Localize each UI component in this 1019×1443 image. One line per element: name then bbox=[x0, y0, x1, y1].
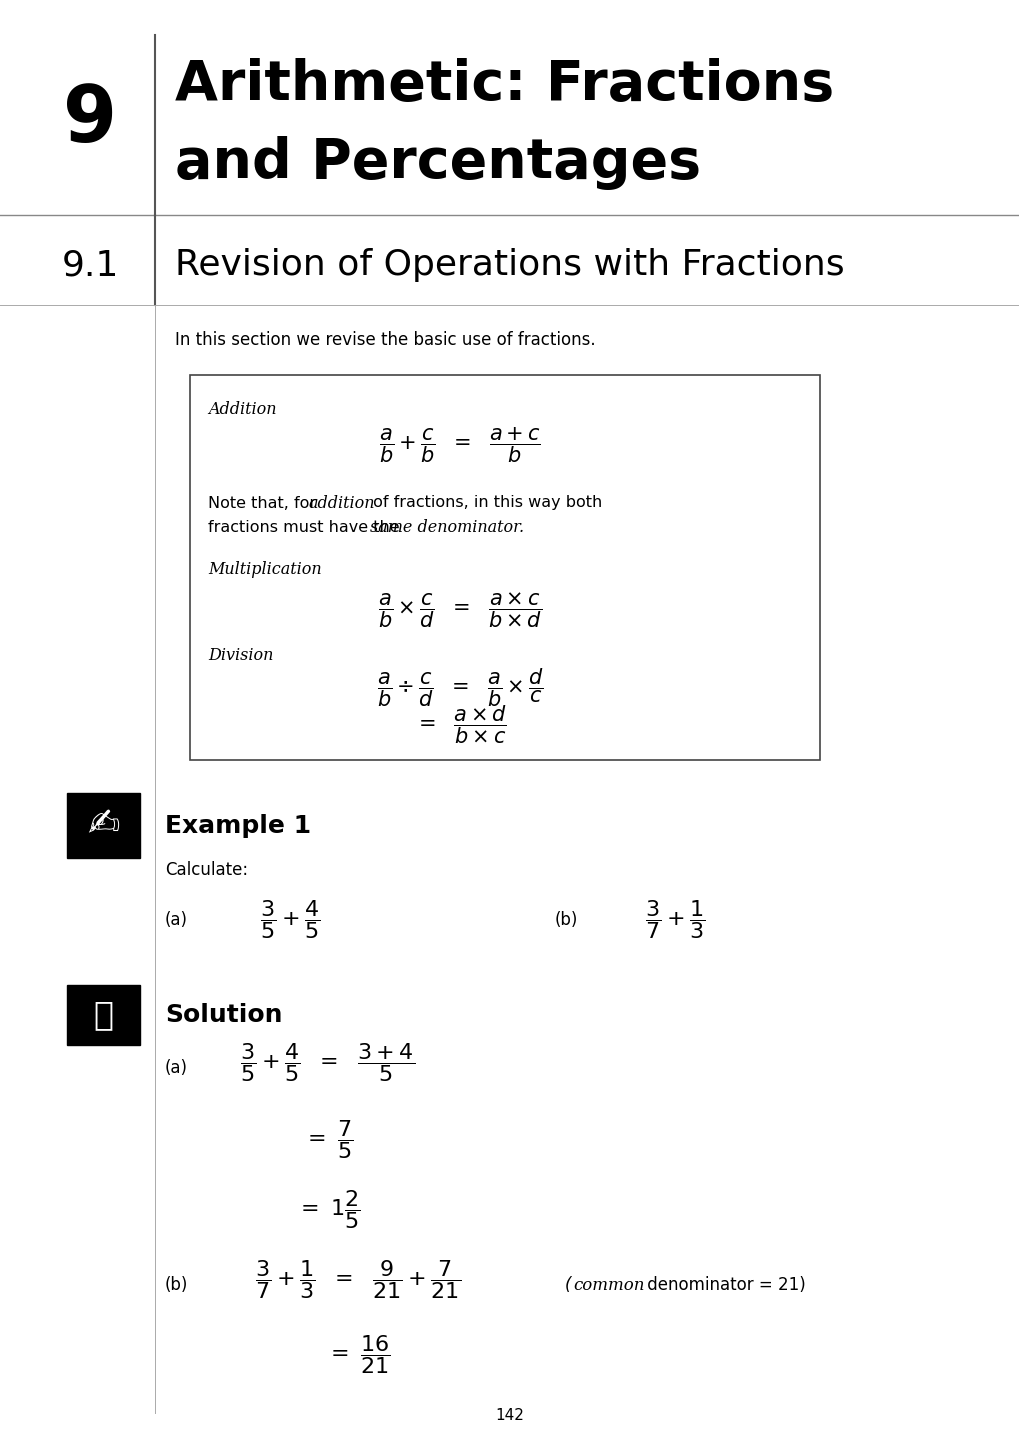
Text: $\dfrac{a}{b} \times \dfrac{c}{d}\ \ =\ \ \dfrac{a \times c}{b \times d}$: $\dfrac{a}{b} \times \dfrac{c}{d}\ \ =\ … bbox=[377, 590, 542, 629]
Text: Calculate:: Calculate: bbox=[165, 861, 248, 879]
Text: and Percentages: and Percentages bbox=[175, 136, 700, 190]
Text: addition: addition bbox=[308, 495, 374, 511]
Text: (a): (a) bbox=[165, 1059, 187, 1076]
Text: $=\ \dfrac{16}{21}$: $=\ \dfrac{16}{21}$ bbox=[325, 1333, 390, 1377]
Text: $\dfrac{3}{5} + \dfrac{4}{5}$: $\dfrac{3}{5} + \dfrac{4}{5}$ bbox=[260, 899, 320, 941]
Text: fractions must have the: fractions must have the bbox=[208, 519, 405, 534]
Text: Note that, for: Note that, for bbox=[208, 495, 321, 511]
Text: 9: 9 bbox=[63, 82, 117, 157]
Text: Revision of Operations with Fractions: Revision of Operations with Fractions bbox=[175, 248, 844, 281]
Text: $\dfrac{a}{b} + \dfrac{c}{b}\ \ =\ \ \dfrac{a+c}{b}$: $\dfrac{a}{b} + \dfrac{c}{b}\ \ =\ \ \df… bbox=[379, 426, 540, 465]
Text: (: ( bbox=[565, 1276, 571, 1294]
Text: same denominator.: same denominator. bbox=[370, 518, 524, 535]
Text: (a): (a) bbox=[165, 911, 187, 929]
Text: common: common bbox=[573, 1277, 644, 1293]
Text: (b): (b) bbox=[554, 911, 578, 929]
Text: Addition: Addition bbox=[208, 401, 276, 418]
Text: $=\ \dfrac{7}{5}$: $=\ \dfrac{7}{5}$ bbox=[303, 1118, 353, 1162]
Text: Solution: Solution bbox=[165, 1003, 282, 1027]
Text: of fractions, in this way both: of fractions, in this way both bbox=[368, 495, 601, 511]
Text: 9.1: 9.1 bbox=[61, 248, 118, 281]
Text: $=\ \ \dfrac{a \times d}{b \times c}$: $=\ \ \dfrac{a \times d}{b \times c}$ bbox=[413, 704, 506, 746]
Text: 👍: 👍 bbox=[94, 999, 113, 1032]
Text: denominator = 21): denominator = 21) bbox=[641, 1276, 805, 1294]
Text: $\dfrac{3}{7} + \dfrac{1}{3}\ \ =\ \ \dfrac{9}{21} + \dfrac{7}{21}$: $\dfrac{3}{7} + \dfrac{1}{3}\ \ =\ \ \df… bbox=[255, 1258, 461, 1302]
Bar bbox=[190, 375, 819, 760]
Bar bbox=[67, 986, 140, 1045]
Text: Multiplication: Multiplication bbox=[208, 561, 321, 579]
Text: (b): (b) bbox=[165, 1276, 189, 1294]
Text: Arithmetic: Fractions: Arithmetic: Fractions bbox=[175, 58, 834, 113]
Bar bbox=[67, 794, 140, 859]
Text: In this section we revise the basic use of fractions.: In this section we revise the basic use … bbox=[175, 330, 595, 349]
Text: $\dfrac{a}{b} \div \dfrac{c}{d}\ \ =\ \ \dfrac{a}{b} \times \dfrac{d}{c}$: $\dfrac{a}{b} \div \dfrac{c}{d}\ \ =\ \ … bbox=[376, 667, 543, 710]
Text: $=\ 1\dfrac{2}{5}$: $=\ 1\dfrac{2}{5}$ bbox=[296, 1189, 360, 1231]
Text: Example 1: Example 1 bbox=[165, 814, 311, 838]
Text: Division: Division bbox=[208, 646, 273, 664]
Text: $\dfrac{3}{7} + \dfrac{1}{3}$: $\dfrac{3}{7} + \dfrac{1}{3}$ bbox=[644, 899, 705, 941]
Text: 142: 142 bbox=[495, 1407, 524, 1423]
Text: $\dfrac{3}{5} + \dfrac{4}{5}\ \ =\ \ \dfrac{3+4}{5}$: $\dfrac{3}{5} + \dfrac{4}{5}\ \ =\ \ \df… bbox=[240, 1042, 415, 1085]
Text: ✍: ✍ bbox=[87, 807, 119, 844]
